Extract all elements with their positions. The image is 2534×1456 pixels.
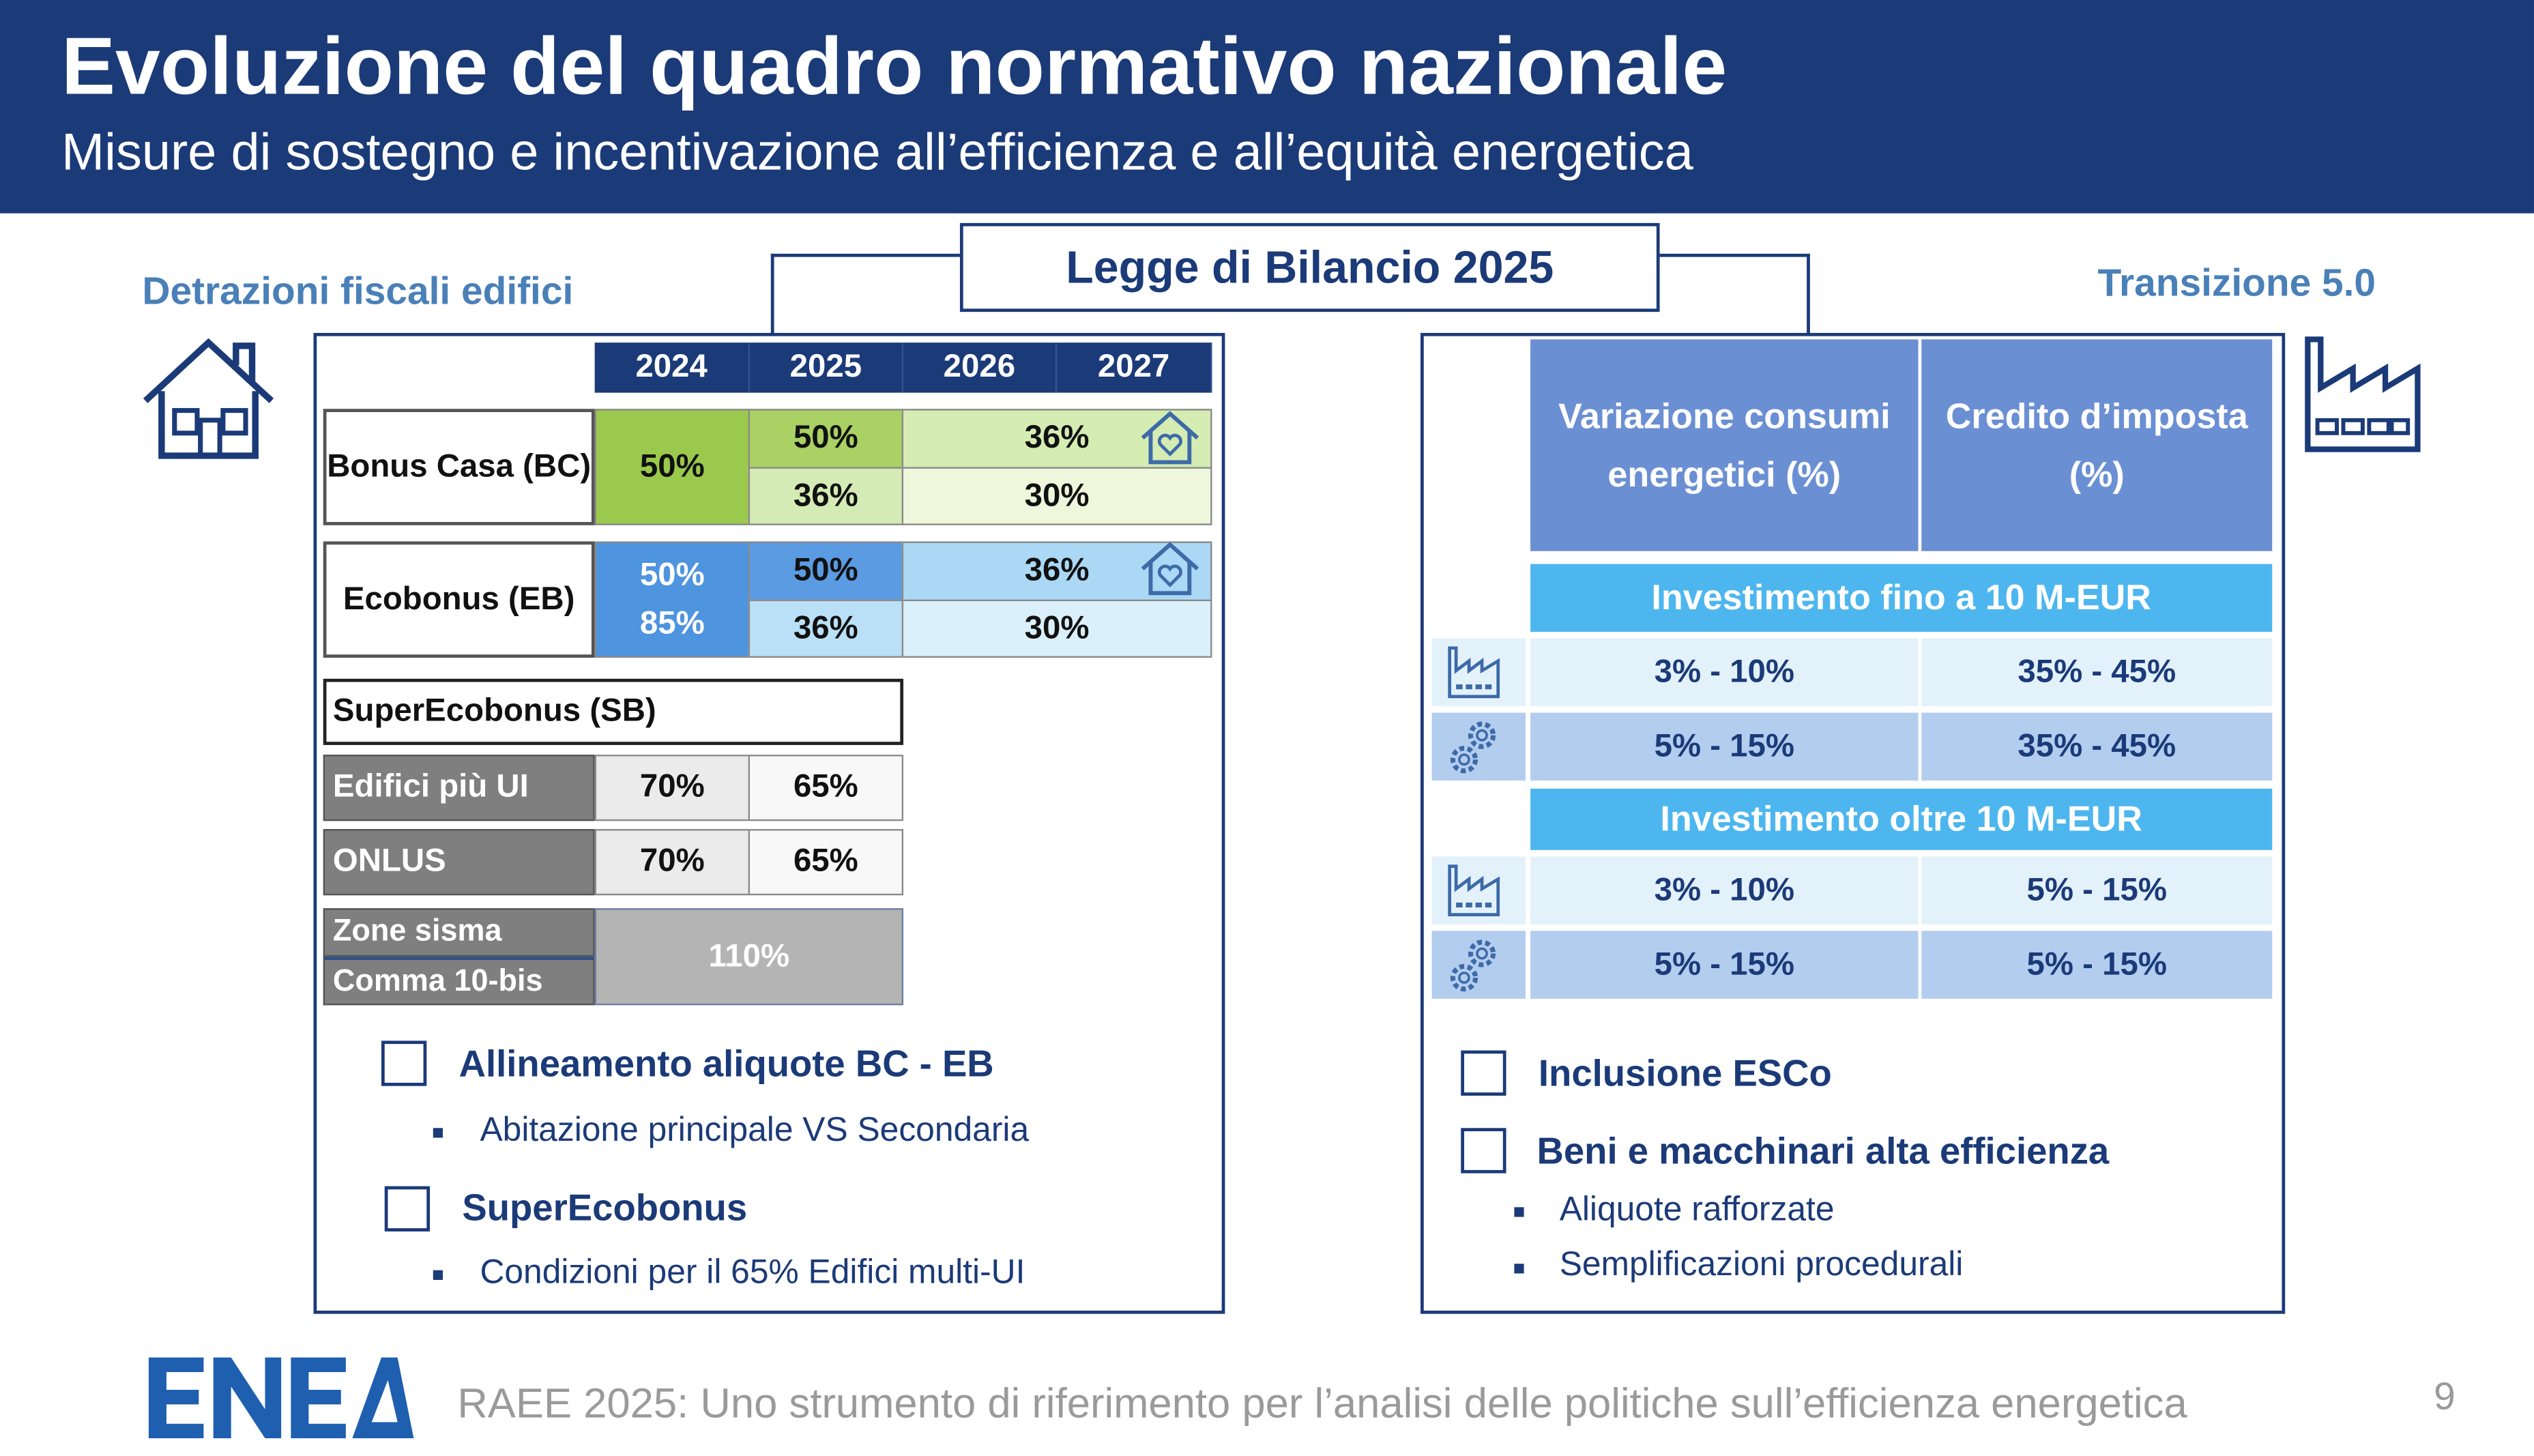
gears-icon (1450, 721, 1496, 774)
checkbox[interactable] (381, 1040, 427, 1086)
page-number: 9 (2434, 1375, 2456, 1419)
factory-icon (1448, 646, 1500, 699)
bc-2024: 50% (594, 409, 751, 525)
bc-2025-top: 50% (748, 409, 904, 469)
legge-bilancio-label: Legge di Bilancio 2025 (959, 222, 1660, 312)
sb-2024: 70% (594, 829, 751, 896)
bullet-icon (1514, 1264, 1524, 1274)
factory-icon (2305, 336, 2421, 452)
bullet-icon (1514, 1207, 1524, 1217)
right-section-title: Transizione 5.0 (2097, 261, 2376, 306)
enea-logo (148, 1357, 414, 1439)
var-cell: 5% - 15% (1530, 931, 1919, 999)
var-cell: 3% - 10% (1530, 638, 1919, 707)
credit-cell: 5% - 15% (1921, 931, 2273, 999)
bc-2026-27-bottom: 30% (901, 467, 1212, 525)
eb-2024-a: 50% (639, 557, 705, 594)
bullet-icon (433, 1270, 443, 1280)
superecobonus-label: SuperEcobonus (SB) (323, 678, 904, 745)
slide-title: Evoluzione del quadro normativo nazional… (61, 20, 1728, 112)
col-header: Variazione consumi energetici (%) (1530, 339, 1919, 551)
bullet-text: Abitazione principale VS Secondaria (480, 1111, 1030, 1150)
ecobonus-label: Ecobonus (EB) (323, 541, 595, 658)
sb-2024: 70% (594, 755, 751, 821)
sb-2025: 65% (748, 755, 904, 821)
bullet-text: Aliquote rafforzate (1559, 1191, 1835, 1229)
check-label: SuperEcobonus (462, 1186, 748, 1229)
bullet-text: Condizioni per il 65% Edifici multi-UI (480, 1254, 1025, 1292)
eb-2024-b: 85% (639, 606, 705, 642)
checkbox[interactable] (1461, 1128, 1506, 1174)
col-header: Credito d’imposta (%) (1921, 339, 2273, 551)
bullet-text: Semplificazioni procedurali (1559, 1246, 1964, 1283)
year-header: 2027 (1057, 343, 1212, 393)
house-icon (143, 338, 274, 459)
zone-value: 110% (594, 908, 904, 1006)
row-icon-cell (1431, 638, 1526, 707)
year-header: 2025 (750, 343, 904, 393)
house-heart-icon (1141, 411, 1199, 465)
checkbox[interactable] (1461, 1050, 1506, 1096)
gears-icon (1450, 940, 1496, 992)
checkbox[interactable] (384, 1186, 431, 1232)
check-label: Allineamento aliquote BC - EB (458, 1042, 994, 1085)
eb-2025-bottom: 36% (748, 599, 904, 658)
bullet-icon (433, 1128, 443, 1138)
year-header: 2024 (594, 343, 751, 393)
zone-sisma-label: Zone sisma (323, 908, 595, 957)
slide-subtitle: Misure di sostegno e incentivazione all’… (61, 123, 1693, 181)
eb-2025-top: 50% (748, 541, 904, 602)
footer-text: RAEE 2025: Uno strumento di riferimento … (457, 1378, 2187, 1427)
house-heart-icon (1141, 542, 1199, 596)
header-band (0, 0, 2534, 214)
connector (1658, 253, 1810, 257)
connector (770, 253, 962, 257)
credit-cell: 35% - 45% (1921, 638, 2273, 707)
right-panel (1420, 332, 2286, 1314)
bonus-casa-label: Bonus Casa (BC) (323, 409, 595, 525)
credit-cell: 35% - 45% (1921, 712, 2273, 781)
comma-label: Comma 10-bis (323, 957, 595, 1006)
sb-row-label: Edifici più UI (323, 755, 595, 821)
eb-2024: 50% 85% (594, 541, 751, 658)
var-cell: 5% - 15% (1530, 712, 1919, 781)
left-section-title: Detrazioni fiscali edifici (142, 270, 574, 314)
year-header: 2026 (903, 343, 1058, 393)
connector (770, 253, 774, 335)
group-band: Investimento oltre 10 M-EUR (1530, 788, 2273, 850)
connector (1807, 253, 1810, 335)
bc-2026-27-top: 36% (901, 409, 1212, 469)
check-label: Inclusione ESCo (1538, 1051, 1832, 1094)
group-band: Investimento fino a 10 M-EUR (1530, 564, 2273, 632)
check-label: Beni e macchinari alta efficienza (1537, 1129, 2110, 1172)
left-panel (313, 332, 1225, 1314)
var-cell: 3% - 10% (1530, 856, 1919, 924)
credit-cell: 5% - 15% (1921, 856, 2273, 924)
row-icon-cell (1431, 856, 1526, 924)
bc-2025-bottom: 36% (748, 467, 904, 525)
sb-row-label: ONLUS (323, 829, 595, 896)
eb-2026-27-bottom: 30% (901, 599, 1212, 658)
factory-icon (1448, 864, 1500, 916)
sb-2025: 65% (748, 829, 904, 896)
